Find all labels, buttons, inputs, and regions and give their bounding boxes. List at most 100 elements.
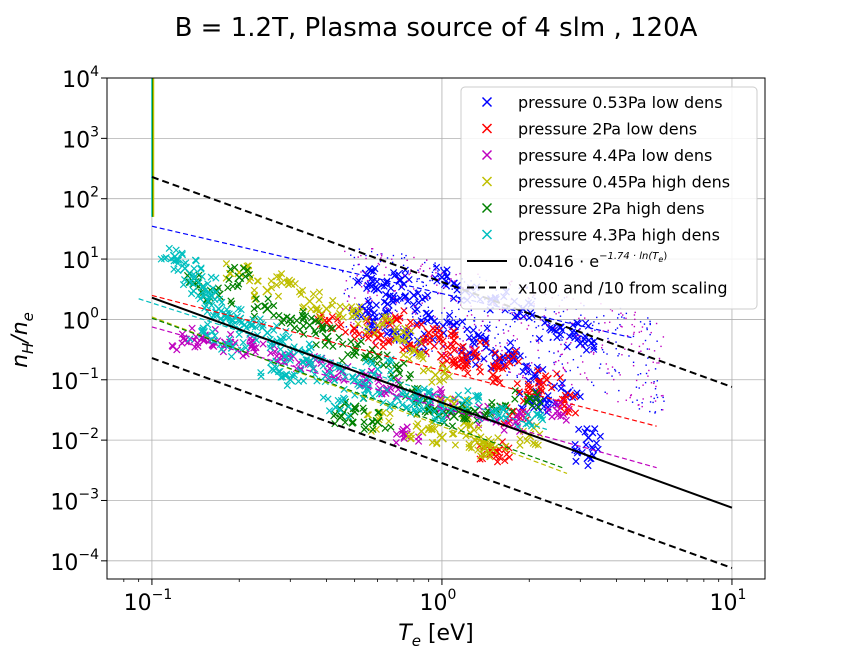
speckle-dot [468,338,470,341]
speckle-dot [537,349,539,352]
speckle-dot [454,315,457,318]
y-tick-label: 10−1 [50,366,99,395]
speckle-dot [514,314,517,316]
cloud-marker [266,344,274,352]
y-tick-label: 10−2 [50,426,99,455]
cloud-marker [379,343,387,351]
speckle-dot [441,272,443,274]
speckle-dot [514,359,517,362]
data-point [285,374,296,385]
speckle-dot [478,329,480,331]
y-tick-exp: −2 [78,426,99,442]
speckle-dot [624,348,626,350]
cloud-marker [439,414,447,422]
speckle-dot [434,264,437,267]
speckle-dot [449,324,451,326]
cloud-marker [482,339,490,347]
cloud-marker [557,412,565,421]
data-point [423,309,434,320]
cloud-marker [494,434,502,442]
y-tick-base: 10 [50,551,78,576]
cloud-marker [335,312,343,320]
cloud-marker [245,270,254,279]
cloud-marker [178,249,186,257]
data-point [227,341,238,352]
speckle-dot [367,290,369,293]
cloud-marker [272,281,281,289]
speckle-dot [472,345,474,348]
speckle-dot [401,269,403,272]
speckle-dot [656,380,659,382]
cloud-marker [415,337,424,345]
cloud-marker [406,370,415,379]
speckle-dot [506,342,508,344]
cloud-marker [197,265,205,273]
data-point [304,320,315,331]
speckle-dot [348,296,350,298]
speckle-dot [604,391,606,393]
speckle-dot [434,330,436,333]
speckle-dot [600,347,603,349]
speckle-dot [611,375,613,377]
legend-label: pressure 4.3Pa high dens [518,226,720,245]
speckle-dot [505,364,508,367]
cloud-marker [553,333,561,341]
cloud-marker [270,302,278,310]
speckle-dot [425,284,428,287]
speckle-dot [591,324,594,327]
speckle-dot [353,312,355,315]
speckle-dot [450,278,452,280]
cloud-marker [222,341,230,350]
fit-solid-line [151,296,733,509]
speckle-dot [438,340,440,343]
cloud-marker [250,286,258,294]
speckle-dot [554,327,556,329]
speckle-dot [403,309,405,311]
cloud-marker [360,418,368,426]
speckle-dot [538,383,540,385]
speckle-dot [366,279,369,282]
cloud-marker [170,265,178,273]
speckle-dot [435,338,437,340]
speckle-dot [608,340,610,342]
cloud-marker [438,361,446,370]
speckle-dot [343,292,345,295]
speckle-dot [360,271,362,273]
cloud-marker [475,393,483,402]
speckle-dot [563,368,566,371]
speckle-dot [591,381,593,383]
speckle-dot [406,259,408,261]
speckle-dot [476,342,479,345]
speckle-dot [524,316,526,318]
legend-label: pressure 2Pa low dens [518,120,697,139]
y-axis-label: nH/ne [8,312,37,368]
cloud-marker [354,340,362,348]
speckle-dot [370,248,373,250]
speckle-dot [495,344,497,347]
speckle-dot [364,283,366,285]
speckle-dot [483,345,485,347]
x-tick-label: 10−1 [124,587,173,616]
cloud-marker [547,384,556,392]
cloud-marker [174,259,182,268]
speckle-dot [653,350,656,352]
speckle-dot [378,263,381,266]
fit-lines [138,176,733,569]
cloud-marker [239,352,247,360]
speckle-dot [392,254,395,257]
speckle-dot [527,324,530,327]
speckle-dot [642,384,644,386]
speckle-dot [537,325,540,327]
speckle-dot [455,349,458,352]
speckle-dot [658,362,660,364]
speckle-dot [381,312,383,315]
cloud-marker [591,425,599,433]
speckle-dot [621,354,623,356]
speckle-dot [426,275,429,278]
speckle-dot [354,311,357,313]
cloud-marker [462,351,470,359]
speckle-dot [475,325,477,327]
data-point [361,269,372,280]
legend-entry: pressure 4.4Pa low dens [481,146,712,165]
